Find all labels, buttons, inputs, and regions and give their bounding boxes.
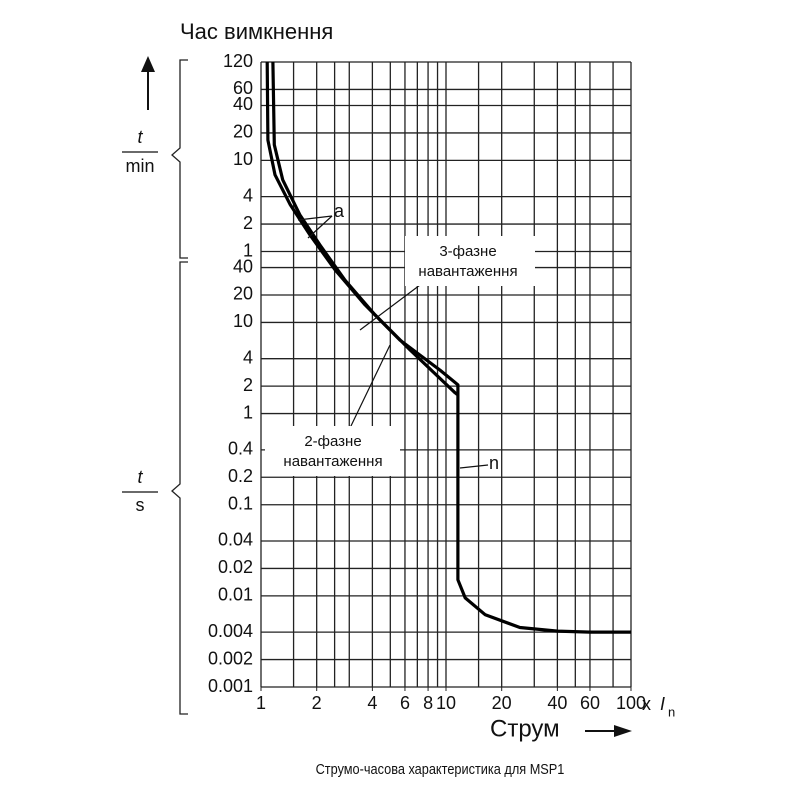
annotation: n — [489, 453, 499, 473]
y-tick-label: 0.2 — [228, 466, 253, 486]
x-tick-label: 10 — [436, 693, 456, 713]
note: 3-фазне — [439, 243, 496, 260]
y-symbol: t — [137, 127, 143, 147]
y-unit: s — [136, 495, 145, 515]
x-tick-label: 4 — [367, 693, 377, 713]
x-label: Струм — [490, 715, 560, 742]
y-tick-label: 0.02 — [218, 557, 253, 577]
y-tick-label: 1 — [243, 240, 253, 260]
y-tick-label: 1 — [243, 402, 253, 422]
note-box — [265, 426, 400, 476]
chart-title: Час вимкнення — [180, 19, 333, 44]
y-tick-label: 0.004 — [208, 621, 253, 641]
leader — [359, 284, 421, 331]
curve — [271, 61, 631, 634]
annotation: a — [334, 201, 345, 221]
arrow-head — [614, 725, 632, 737]
y-tick-label: 20 — [233, 122, 253, 142]
y-tick-label: 4 — [243, 347, 253, 367]
x-unit-symbol: I — [660, 694, 665, 714]
note: 2-фазне — [304, 433, 361, 450]
y-tick-label: 10 — [233, 149, 253, 169]
x-tick-label: 60 — [580, 693, 600, 713]
leader — [459, 464, 489, 469]
y-tick-label: 2 — [243, 375, 253, 395]
brace — [171, 59, 188, 259]
curve — [265, 61, 460, 395]
y-tick-label: 40 — [233, 256, 253, 276]
note: навантаження — [283, 453, 382, 470]
y-tick-label: 10 — [233, 311, 253, 331]
y-tick-label: 0.002 — [208, 648, 253, 668]
y-tick-label: 0.04 — [218, 530, 253, 550]
note: навантаження — [418, 263, 517, 280]
y-tick-label: 0.1 — [228, 493, 253, 513]
x-tick-label: 20 — [492, 693, 512, 713]
y-tick-label: 0.01 — [218, 585, 253, 605]
y-tick-label: 40 — [233, 94, 253, 114]
y-tick-label: 4 — [243, 185, 253, 205]
leader — [349, 344, 391, 429]
x-tick-label: 8 — [423, 693, 433, 713]
x-tick-label: 6 — [400, 693, 410, 713]
y-tick-label: 0.4 — [228, 439, 253, 459]
y-tick-label: 60 — [233, 78, 253, 98]
x-tick-label: 2 — [312, 693, 322, 713]
x-unit-prefix: x — [642, 694, 651, 714]
y-tick-label: 2 — [243, 213, 253, 233]
y-unit: min — [125, 156, 154, 176]
leader — [307, 215, 333, 239]
y-tick-label: 20 — [233, 284, 253, 304]
x-tick-label: 100 — [616, 693, 646, 713]
x-unit-subscript: n — [668, 704, 675, 719]
y-tick-label: 120 — [223, 51, 253, 71]
caption: Струмо-часова характеристика для MSP1 — [316, 760, 565, 777]
arrow-head — [141, 56, 155, 72]
x-tick-label: 40 — [547, 693, 567, 713]
note-box — [405, 236, 535, 286]
y-symbol: t — [137, 467, 143, 487]
y-tick-label: 0.001 — [208, 676, 253, 696]
x-tick-label: 1 — [256, 693, 266, 713]
brace — [171, 261, 188, 715]
leader — [297, 215, 333, 221]
